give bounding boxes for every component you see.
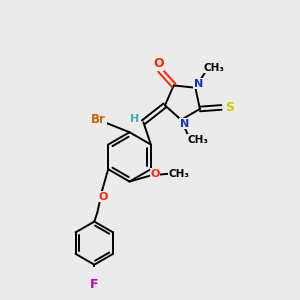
Text: H: H (130, 114, 139, 124)
Text: O: O (99, 192, 108, 202)
Text: F: F (90, 278, 99, 291)
Text: CH₃: CH₃ (203, 63, 224, 73)
Text: Br: Br (91, 113, 106, 126)
Text: O: O (153, 57, 164, 70)
Text: N: N (179, 119, 189, 129)
Text: O: O (150, 169, 160, 179)
Text: CH₃: CH₃ (188, 135, 208, 145)
Text: S: S (225, 101, 234, 114)
Text: N: N (194, 79, 203, 89)
Text: CH₃: CH₃ (168, 169, 189, 179)
